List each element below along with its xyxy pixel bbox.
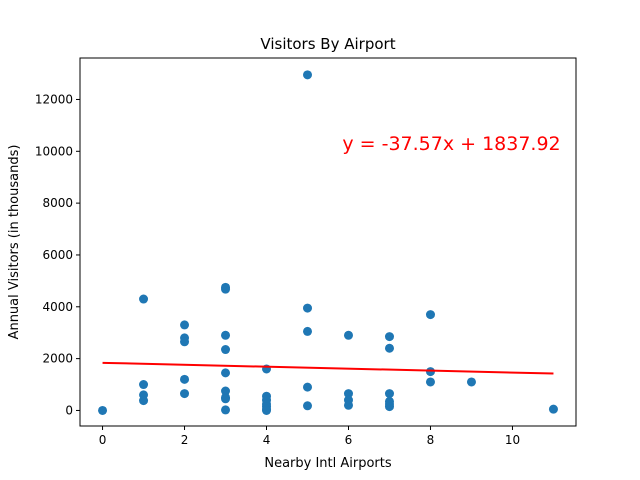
data-point [180, 320, 190, 330]
data-point [384, 389, 394, 399]
data-point [343, 330, 353, 340]
x-tick-label: 0 [99, 433, 107, 447]
x-tick-label: 10 [505, 433, 520, 447]
data-point [221, 386, 231, 396]
y-tick-label: 0 [65, 403, 73, 417]
x-tick-label: 4 [263, 433, 271, 447]
data-point [303, 382, 313, 392]
data-point [384, 402, 394, 412]
data-point [425, 310, 435, 320]
data-point [384, 343, 394, 353]
data-point [180, 389, 190, 399]
data-point [303, 70, 313, 80]
data-point [221, 368, 231, 378]
data-point [139, 294, 149, 304]
data-point [466, 377, 476, 387]
data-point [548, 404, 558, 414]
data-point [425, 377, 435, 387]
data-point [180, 337, 190, 347]
y-tick-label: 10000 [35, 144, 73, 158]
data-point [139, 396, 149, 406]
data-point [221, 330, 231, 340]
x-tick-label: 2 [181, 433, 189, 447]
data-point [180, 374, 190, 384]
x-tick-label: 8 [427, 433, 435, 447]
chart-title: Visitors By Airport [260, 35, 395, 53]
x-axis-label: Nearby Intl Airports [264, 456, 392, 471]
y-tick-label: 12000 [35, 92, 73, 106]
data-point [221, 345, 231, 355]
axes-frame [79, 57, 577, 427]
data-point [262, 405, 272, 415]
y-tick-label: 2000 [42, 352, 73, 366]
data-point [221, 405, 231, 415]
plot-area: 0 2 4 6 8 10 0 2000 4000 6000 8000 10000 12000 y = -3… [35, 57, 577, 447]
regression-equation: y = -37.57x + 1837.92 [342, 133, 560, 155]
data-point [98, 405, 108, 415]
data-point [303, 303, 313, 313]
data-point [221, 284, 231, 294]
y-tick-label: 8000 [42, 196, 73, 210]
data-point [384, 332, 394, 342]
data-point [343, 389, 353, 399]
data-point [221, 394, 231, 404]
y-tick-label: 6000 [42, 248, 73, 262]
regression-line [102, 361, 554, 375]
data-point [343, 400, 353, 410]
data-point [303, 401, 313, 411]
data-point [303, 326, 313, 336]
x-tick-label: 6 [345, 433, 353, 447]
y-tick-label: 4000 [42, 300, 73, 314]
y-axis-label: Annual Visitors (in thousands) [7, 145, 22, 340]
data-point [139, 380, 149, 390]
